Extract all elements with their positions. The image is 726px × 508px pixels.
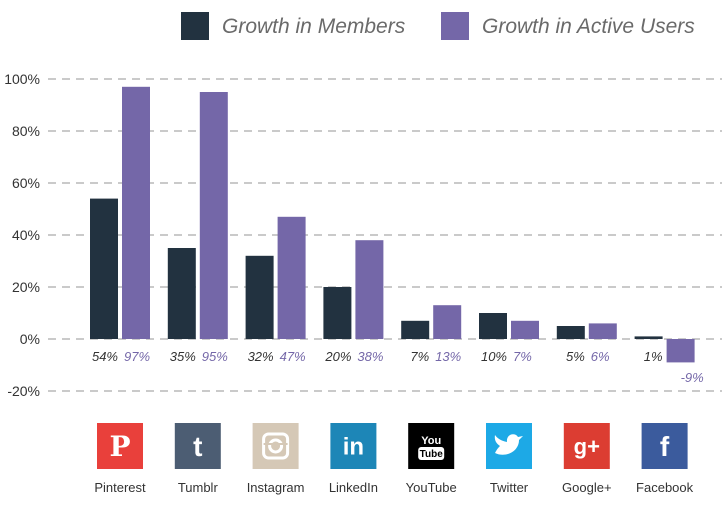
svg-text:in: in: [343, 434, 364, 461]
y-tick-label: 40%: [12, 227, 40, 243]
bars: [90, 86, 695, 363]
svg-text:f: f: [660, 431, 670, 462]
bar-members: [401, 320, 430, 339]
data-label: 5%: [566, 349, 585, 364]
y-tick-label: 20%: [12, 279, 40, 295]
legend: Growth in Members Growth in Active Users: [181, 12, 695, 40]
data-label: 20%: [324, 349, 351, 364]
bar-active-users: [433, 305, 462, 339]
x-tick-label: YouTube: [406, 480, 457, 495]
data-label: 6%: [591, 349, 610, 364]
bar-active-users: [355, 240, 384, 339]
data-labels: 54% 97% 35% 95% 32% 47% 20% 38% 7% 13% 10% 7% 5% 6% 1%…: [92, 349, 704, 385]
x-tick-label: Tumblr: [178, 480, 219, 495]
svg-text:You: You: [421, 435, 441, 447]
legend-label-active-users: Growth in Active Users: [482, 15, 695, 38]
legend-swatch-members: [181, 12, 209, 40]
linkedin-icon: in: [330, 423, 377, 469]
x-tick-label: Pinterest: [94, 480, 146, 495]
bar-members: [167, 248, 196, 339]
y-tick-label: 100%: [4, 71, 40, 87]
svg-text:P: P: [109, 430, 130, 463]
bar-active-users: [511, 320, 539, 339]
y-tick-label: 0%: [20, 331, 40, 347]
data-label: 35%: [170, 349, 196, 364]
facebook-icon: f: [641, 423, 688, 469]
legend-swatch-active-users: [441, 12, 469, 40]
bar-members: [634, 336, 663, 339]
bar-active-users: [666, 339, 695, 363]
bar-members: [90, 198, 118, 339]
bar-members: [323, 287, 352, 339]
svg-text:g+: g+: [574, 434, 600, 459]
data-label: 54%: [92, 349, 118, 364]
data-label: 95%: [202, 349, 228, 364]
twitter-icon: [486, 423, 532, 469]
data-label: 97%: [124, 349, 150, 364]
data-label: -9%: [681, 370, 704, 385]
bar-active-users: [199, 92, 228, 339]
svg-text:t: t: [193, 431, 202, 462]
y-axis: -20% 0% 20% 40% 60% 80% 100%: [4, 71, 40, 399]
bar-members: [479, 313, 507, 339]
google-plus-icon: g+: [563, 423, 610, 469]
youtube-icon: You Tube: [408, 423, 455, 469]
instagram-icon: [252, 423, 299, 469]
x-tick-label: Facebook: [636, 480, 694, 495]
y-tick-label: 60%: [12, 175, 40, 191]
data-label: 7%: [410, 349, 429, 364]
data-label: 47%: [280, 349, 306, 364]
bar-active-users: [122, 86, 150, 339]
data-label: 38%: [357, 349, 383, 364]
data-label: 10%: [481, 349, 507, 364]
pinterest-icon: P: [97, 423, 143, 469]
bar-active-users: [277, 216, 306, 339]
tumblr-icon: t: [174, 423, 221, 469]
x-tick-label: Google+: [562, 480, 612, 495]
legend-label-members: Growth in Members: [222, 15, 406, 38]
x-tick-label: LinkedIn: [329, 480, 378, 495]
data-label: 1%: [644, 349, 663, 364]
y-tick-label: 80%: [12, 123, 40, 139]
bar-active-users: [588, 323, 617, 339]
bar-members: [245, 255, 274, 339]
svg-text:Tube: Tube: [420, 449, 444, 460]
x-tick-label: Twitter: [490, 480, 529, 495]
y-tick-label: -20%: [7, 383, 40, 399]
data-label: 13%: [435, 349, 461, 364]
x-axis: Pinterest Tumblr Instagram LinkedIn YouTube T…: [94, 480, 693, 495]
x-tick-label: Instagram: [247, 480, 305, 495]
data-label: 32%: [248, 349, 274, 364]
grid-lines: [48, 78, 722, 392]
data-label: 7%: [513, 349, 532, 364]
bar-members: [556, 326, 585, 339]
